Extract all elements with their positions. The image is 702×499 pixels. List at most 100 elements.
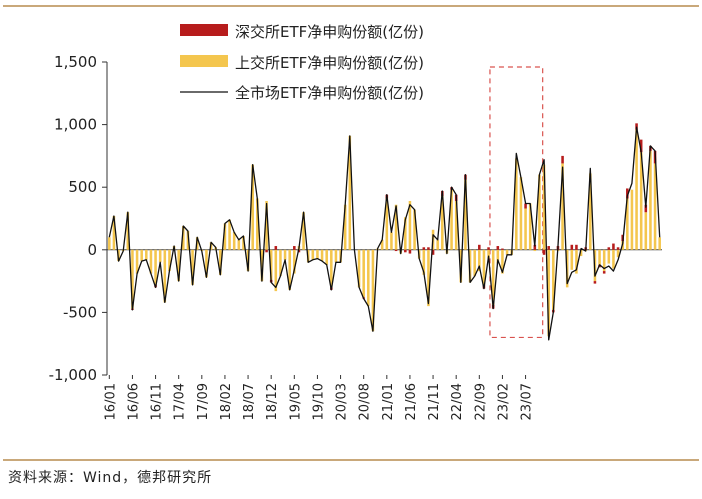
- bar-shanghai: [542, 164, 546, 250]
- y-tick-label: 1,000: [54, 116, 97, 134]
- bar-shenzhen: [501, 248, 504, 250]
- bar-shenzhen: [496, 246, 500, 250]
- bar-shanghai: [223, 223, 227, 250]
- bar-shanghai: [626, 198, 629, 250]
- bar-shanghai: [464, 179, 467, 250]
- legend: 深交所ETF净申购份额(亿份) 上交所ETF净申购份额(亿份) 全市场ETF净申购份…: [180, 23, 424, 102]
- bar-shanghai: [367, 249, 370, 307]
- bar-shanghai: [616, 249, 620, 258]
- x-tick-label: 23/07: [520, 383, 535, 420]
- bar-shanghai: [422, 249, 426, 275]
- bar-shanghai: [325, 249, 328, 265]
- bar-shanghai: [552, 249, 555, 310]
- top-rule: [3, 5, 699, 7]
- bar-shanghai: [491, 249, 495, 305]
- bar-shanghai: [478, 249, 481, 272]
- x-tick-label: 18/02: [219, 383, 234, 420]
- bar-shanghai: [232, 232, 236, 250]
- bar-shanghai: [612, 249, 615, 269]
- bar-shanghai: [589, 173, 592, 250]
- bar-shanghai: [538, 174, 541, 250]
- bar-shanghai: [158, 249, 162, 263]
- bar-shanghai: [279, 249, 282, 277]
- bar-shanghai: [468, 249, 472, 283]
- bar-shenzhen: [408, 249, 412, 254]
- bar-shenzhen: [274, 246, 278, 250]
- bar-shanghai: [653, 163, 657, 250]
- x-tick-label: 16/11: [150, 383, 165, 420]
- bar-shenzhen: [607, 247, 611, 250]
- y-tick-label: -1,000: [49, 366, 97, 384]
- bar-shanghai: [380, 239, 384, 250]
- bar-shenzhen: [626, 188, 629, 199]
- bar-shanghai: [168, 249, 171, 272]
- x-axis: 16/01 16/06 16/11 17/04 17/09 18/02 18/07 18/12…: [103, 375, 535, 420]
- x-tick-label: 22/09: [473, 383, 488, 420]
- bar-shanghai: [459, 249, 463, 283]
- bar-shenzhen: [542, 249, 546, 255]
- bar-shanghai: [635, 129, 638, 250]
- x-tick-label: 23/02: [496, 383, 511, 420]
- bar-shanghai: [251, 164, 254, 250]
- bar-shanghai: [154, 249, 157, 285]
- legend-label-2: 全市场ETF净申购份额(亿份): [235, 84, 424, 102]
- bar-shanghai: [561, 163, 564, 250]
- bar-shenzhen: [427, 247, 430, 250]
- bar-shanghai: [145, 249, 148, 260]
- bar-shanghai: [177, 249, 180, 282]
- bar-shanghai: [404, 217, 407, 250]
- bar-shenzhen: [524, 203, 527, 209]
- line-total-market: [108, 126, 661, 341]
- bar-shanghai: [112, 215, 116, 250]
- bar-shanghai: [598, 249, 601, 265]
- bar-shanghai: [348, 135, 352, 250]
- bar-shanghai: [219, 249, 222, 275]
- bar-shenzhen: [293, 246, 296, 250]
- bar-shanghai: [441, 195, 444, 250]
- bar-shanghai: [658, 237, 661, 250]
- bar-shanghai: [316, 249, 319, 259]
- bar-shanghai: [524, 208, 527, 250]
- bar-shenzhen: [265, 249, 268, 253]
- bar-shanghai: [436, 239, 439, 250]
- bar-shanghai: [108, 237, 111, 250]
- bar-shanghai: [362, 249, 365, 298]
- bar-shanghai: [256, 198, 259, 250]
- bar-shenzhen: [404, 249, 407, 253]
- bar-shanghai: [630, 189, 634, 250]
- bar-shenzhen: [570, 244, 574, 250]
- x-tick-label: 16/06: [126, 383, 141, 420]
- bar-shanghai: [385, 198, 389, 250]
- x-tick-label: 20/03: [335, 383, 350, 420]
- x-tick-label: 21/11: [427, 383, 442, 420]
- bar-shanghai: [413, 209, 416, 250]
- bar-shenzhen: [616, 247, 620, 250]
- bar-shanghai: [205, 249, 208, 278]
- bar-shanghai: [242, 236, 245, 250]
- bar-shanghai: [496, 249, 500, 264]
- legend-swatch-1: [180, 55, 228, 67]
- x-tick-label: 21/01: [381, 383, 396, 420]
- x-tick-label: 19/05: [288, 383, 303, 420]
- bar-shanghai: [644, 212, 648, 250]
- x-tick-label: 17/09: [196, 383, 211, 420]
- source-note: 资料来源：Wind，德邦研究所: [8, 470, 213, 486]
- bar-shanghai: [454, 200, 458, 250]
- bar-shanghai: [505, 249, 509, 255]
- bar-shanghai: [602, 249, 606, 272]
- bar-shanghai: [269, 249, 273, 280]
- x-tick-label: 17/04: [173, 383, 188, 420]
- bar-shanghai: [265, 200, 268, 250]
- bar-shanghai: [163, 249, 167, 303]
- bar-shanghai: [131, 249, 134, 309]
- bar-shanghai: [427, 249, 430, 307]
- bar-shenzhen: [639, 139, 643, 153]
- bar-shanghai: [450, 189, 453, 250]
- bar-shanghai: [575, 249, 578, 274]
- bar-shanghai: [639, 152, 643, 250]
- bar-shenzhen: [612, 243, 615, 250]
- bar-shanghai: [528, 203, 532, 250]
- bar-shanghai: [357, 249, 361, 288]
- x-tick-label: 18/12: [265, 383, 280, 420]
